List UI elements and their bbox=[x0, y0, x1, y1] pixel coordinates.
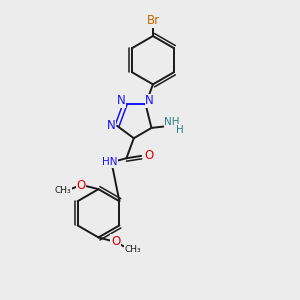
Text: N: N bbox=[116, 94, 125, 107]
Text: O: O bbox=[111, 235, 120, 248]
Text: HN: HN bbox=[102, 158, 117, 167]
Text: O: O bbox=[144, 149, 153, 162]
Text: CH₃: CH₃ bbox=[55, 186, 71, 195]
Text: NH: NH bbox=[164, 117, 180, 127]
Text: N: N bbox=[107, 119, 116, 132]
Text: CH₃: CH₃ bbox=[124, 245, 141, 254]
Text: N: N bbox=[145, 94, 154, 107]
Text: H: H bbox=[176, 125, 184, 135]
Text: Br: Br bbox=[146, 14, 160, 27]
Text: O: O bbox=[76, 178, 86, 191]
